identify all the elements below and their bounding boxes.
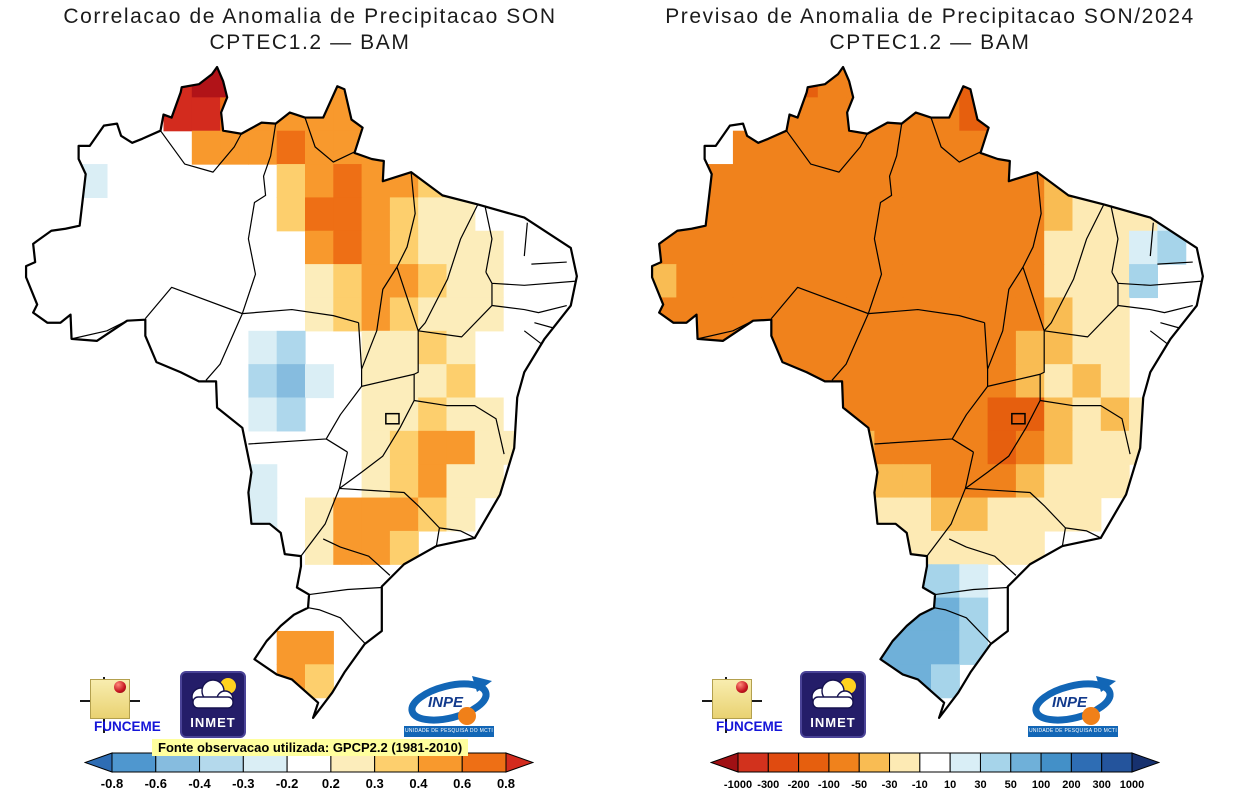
inpe-logo: INPE UNIDADE DE PESQUISA DO MCTI bbox=[404, 676, 494, 740]
svg-text:1000: 1000 bbox=[1120, 779, 1144, 791]
inmet-label: INMET bbox=[810, 715, 856, 730]
left-country-outline bbox=[24, 65, 578, 719]
left-panel-title-line1: Correlacao de Anomalia de Precipitacao S… bbox=[63, 5, 557, 28]
right-colorbar: -1000 -300 -200 -100 -50 -30 -10 10 30 50 100 200 30… bbox=[710, 752, 1160, 791]
svg-text:0.3: 0.3 bbox=[366, 776, 384, 791]
funceme-sphere-icon bbox=[736, 681, 748, 693]
svg-text:-0.2: -0.2 bbox=[276, 776, 298, 791]
inpe-tagline: UNIDADE DE PESQUISA DO MCTI bbox=[1028, 726, 1118, 737]
inpe-swoosh-icon: INPE bbox=[408, 676, 492, 725]
svg-text:-0.8: -0.8 bbox=[101, 776, 123, 791]
svg-text:300: 300 bbox=[1093, 779, 1111, 791]
left-map-grid bbox=[78, 67, 532, 699]
svg-text:0.8: 0.8 bbox=[497, 776, 515, 791]
svg-text:-0.6: -0.6 bbox=[145, 776, 167, 791]
svg-text:0.2: 0.2 bbox=[322, 776, 340, 791]
right-country-outline bbox=[650, 65, 1204, 719]
cloud-sun-icon bbox=[191, 678, 236, 709]
inmet-label: INMET bbox=[190, 715, 236, 730]
right-brazil-map bbox=[650, 65, 1204, 719]
inpe-swoosh-icon: INPE bbox=[1032, 676, 1116, 725]
left-brazil-map bbox=[24, 65, 578, 719]
svg-text:100: 100 bbox=[1032, 779, 1050, 791]
funceme-logo: FUNCEME bbox=[80, 677, 182, 735]
right-map-grid bbox=[652, 67, 1187, 718]
svg-text:-1000: -1000 bbox=[724, 779, 752, 791]
cloud-sun-icon bbox=[811, 678, 856, 709]
left-state-borders bbox=[71, 117, 575, 645]
inpe-label: INPE bbox=[428, 694, 464, 711]
svg-text:-50: -50 bbox=[851, 779, 867, 791]
left-colorbar: -0.8 -0.6 -0.4 -0.3 -0.2 0.2 0.3 0.4 0.6 0.8 bbox=[84, 752, 534, 791]
right-panel-title-line2: CPTEC1.2 — BAM bbox=[829, 31, 1031, 54]
svg-text:0.6: 0.6 bbox=[453, 776, 471, 791]
svg-text:10: 10 bbox=[944, 779, 956, 791]
svg-text:-0.4: -0.4 bbox=[188, 776, 211, 791]
inmet-logo: INMET bbox=[180, 671, 246, 738]
funceme-label: FUNCEME bbox=[716, 719, 783, 734]
funceme-sphere-icon bbox=[114, 681, 126, 693]
svg-text:200: 200 bbox=[1062, 779, 1080, 791]
funceme-label: FUNCEME bbox=[94, 719, 161, 734]
df-marker bbox=[1011, 412, 1026, 425]
inmet-logo: INMET bbox=[800, 671, 866, 738]
funceme-logo: FUNCEME bbox=[702, 677, 804, 735]
svg-text:-200: -200 bbox=[788, 779, 810, 791]
right-panel-title-line1: Previsao de Anomalia de Precipitacao SON… bbox=[665, 5, 1195, 28]
svg-text:-300: -300 bbox=[757, 779, 779, 791]
inpe-label: INPE bbox=[1052, 694, 1088, 711]
right-state-borders bbox=[697, 117, 1201, 645]
svg-text:-30: -30 bbox=[882, 779, 898, 791]
left-panel-title-line2: CPTEC1.2 — BAM bbox=[209, 31, 411, 54]
svg-text:-0.3: -0.3 bbox=[232, 776, 254, 791]
svg-text:50: 50 bbox=[1005, 779, 1017, 791]
df-marker bbox=[385, 412, 400, 425]
inpe-tagline: UNIDADE DE PESQUISA DO MCTI bbox=[404, 726, 494, 737]
svg-text:-10: -10 bbox=[912, 779, 928, 791]
svg-text:0.4: 0.4 bbox=[409, 776, 428, 791]
svg-text:-100: -100 bbox=[818, 779, 840, 791]
svg-text:30: 30 bbox=[974, 779, 986, 791]
inpe-logo: INPE UNIDADE DE PESQUISA DO MCTI bbox=[1028, 676, 1118, 740]
source-note: Fonte observacao utilizada: GPCP2.2 (198… bbox=[152, 739, 469, 756]
